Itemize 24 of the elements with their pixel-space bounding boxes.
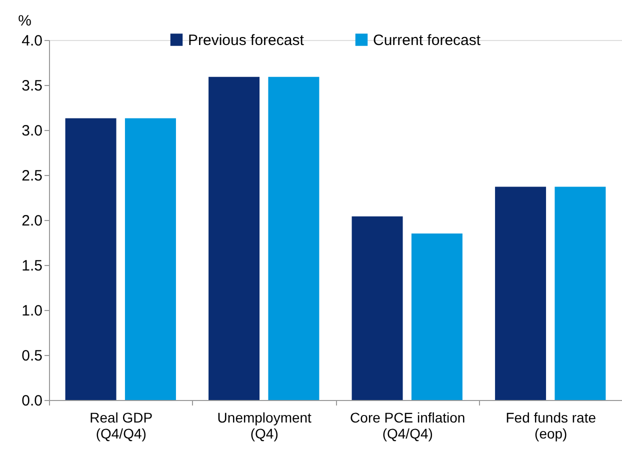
y-tick-label: 0.0 bbox=[22, 392, 42, 410]
x-tick-label: Core PCE inflation (Q4/Q4) bbox=[350, 410, 466, 442]
legend-label: Current forecast bbox=[373, 32, 482, 49]
y-tick-label: 1.5 bbox=[22, 258, 42, 274]
x-tick-label: Unemployment (Q4) bbox=[217, 410, 312, 442]
bar bbox=[208, 76, 260, 400]
bar bbox=[268, 76, 320, 400]
bar bbox=[495, 186, 546, 400]
y-tick-label: 2.0 bbox=[22, 212, 42, 230]
y-tick-label: 4.0 bbox=[22, 32, 42, 50]
bar bbox=[124, 118, 176, 400]
y-tick-label: 3.5 bbox=[22, 78, 42, 94]
y-axis-title: % bbox=[18, 12, 32, 30]
bar bbox=[554, 186, 606, 400]
y-tick-label: 1.0 bbox=[22, 302, 42, 320]
bar bbox=[352, 216, 403, 400]
y-tick-label: 2.5 bbox=[22, 168, 42, 184]
y-tick-label: 3.0 bbox=[22, 122, 42, 140]
y-tick-label: 0.5 bbox=[22, 348, 42, 364]
legend-label: Previous forecast bbox=[188, 32, 305, 49]
bar bbox=[65, 118, 116, 400]
x-tick-label: Fed funds rate (eop) bbox=[506, 410, 596, 442]
x-tick-label: Real GDP (Q4/Q4) bbox=[90, 410, 153, 442]
bar bbox=[411, 234, 462, 400]
